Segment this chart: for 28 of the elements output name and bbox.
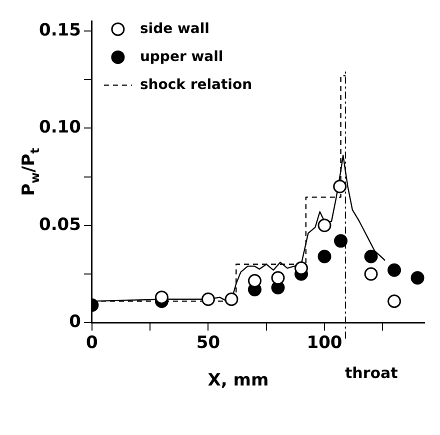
- y-tick-label: 0: [69, 312, 82, 332]
- x-tick-label: 0: [86, 333, 98, 354]
- point: [154, 290, 168, 304]
- point: [318, 250, 332, 264]
- ref-line-label: throat: [345, 364, 398, 382]
- point: [364, 267, 378, 281]
- y-tick-label: 0.15: [38, 20, 81, 40]
- point: [334, 234, 348, 248]
- y-axis-title: Pw/Pt: [19, 148, 42, 196]
- point: [201, 292, 215, 306]
- x-tick-label: 50: [196, 333, 220, 354]
- legend-label: upper wall: [140, 48, 224, 65]
- legend-label: shock relation: [140, 76, 252, 93]
- point: [364, 250, 378, 264]
- point: [333, 180, 347, 194]
- point: [271, 271, 285, 285]
- x-tick-label: 100: [306, 333, 342, 354]
- point: [224, 292, 238, 306]
- point: [388, 263, 402, 277]
- x-axis-title: X, mm: [208, 370, 269, 391]
- point: [410, 271, 424, 285]
- legend-label: side wall: [140, 20, 210, 37]
- point: [388, 294, 402, 308]
- y-tick-label: 0.10: [38, 118, 82, 138]
- y-tick-label: 0.05: [38, 214, 81, 235]
- point: [294, 261, 308, 275]
- point: [318, 218, 332, 232]
- point: [248, 274, 262, 288]
